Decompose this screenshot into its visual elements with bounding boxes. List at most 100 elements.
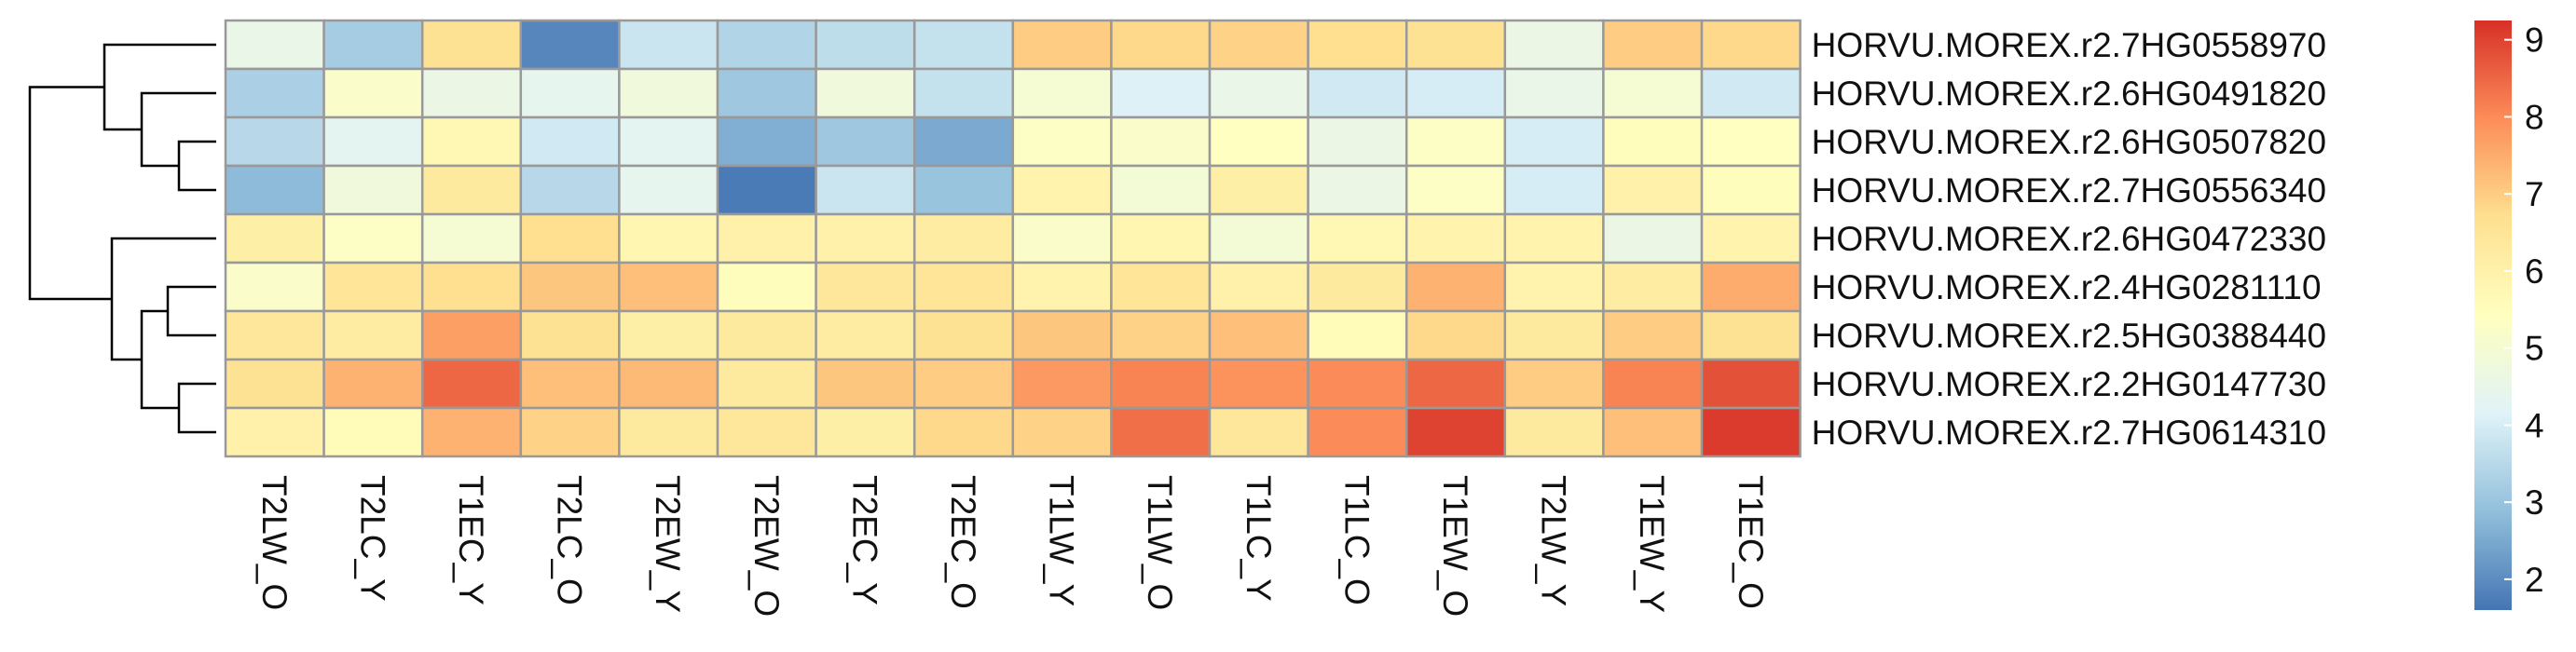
heatmap-cell bbox=[716, 309, 817, 361]
heatmap-cell bbox=[1011, 261, 1113, 313]
heatmap-cell bbox=[912, 115, 1015, 168]
column-label: T1LC_Y bbox=[1240, 475, 1278, 602]
heatmap-cell bbox=[1700, 115, 1802, 168]
heatmap-cell bbox=[618, 115, 719, 168]
heatmap-cell bbox=[420, 212, 523, 265]
heatmap-cell bbox=[322, 309, 424, 361]
column-label: T1EW_O bbox=[1436, 475, 1474, 617]
heatmap-cell bbox=[1503, 19, 1605, 71]
heatmap-cell bbox=[224, 19, 325, 71]
heatmap-cell bbox=[1503, 67, 1605, 119]
heatmap-cell bbox=[1602, 261, 1704, 313]
dendrogram-branch bbox=[177, 140, 216, 192]
dendrogram-branch bbox=[166, 285, 216, 337]
heatmap-cell bbox=[1110, 406, 1212, 458]
heatmap-cell bbox=[322, 212, 424, 265]
heatmap-cell bbox=[420, 309, 523, 361]
heatmap-cell bbox=[815, 115, 916, 168]
heatmap-cell bbox=[1602, 164, 1704, 216]
column-label: T2EC_Y bbox=[845, 475, 884, 605]
heatmap-cell bbox=[716, 115, 817, 168]
heatmap-cell bbox=[519, 115, 621, 168]
heatmap-cell bbox=[1700, 212, 1802, 265]
heatmap-cell bbox=[224, 212, 325, 265]
heatmap-cell bbox=[1307, 309, 1408, 361]
heatmap-cell bbox=[1503, 358, 1605, 410]
heatmap-cell bbox=[224, 164, 325, 216]
heatmap-cell bbox=[519, 358, 621, 410]
column-label: T1LW_O bbox=[1141, 475, 1179, 610]
dendrogram-branch bbox=[177, 382, 216, 434]
heatmap-cell bbox=[1503, 406, 1605, 458]
heatmap-cell bbox=[912, 406, 1015, 458]
heatmap-cell bbox=[1011, 67, 1113, 119]
heatmap-cell bbox=[1404, 358, 1507, 410]
heatmap-cell bbox=[1208, 406, 1309, 458]
column-label: T2EW_O bbox=[747, 475, 786, 617]
heatmap-cell bbox=[420, 67, 523, 119]
heatmap-cell bbox=[815, 212, 916, 265]
heatmap-cell bbox=[1110, 164, 1212, 216]
column-label: T2EC_O bbox=[944, 475, 982, 609]
heatmap-cell bbox=[1307, 212, 1408, 265]
dendrogram-branch bbox=[28, 86, 112, 301]
heatmap-cell bbox=[618, 406, 719, 458]
heatmap-cell bbox=[815, 164, 916, 216]
heatmap-cell bbox=[1011, 406, 1113, 458]
heatmap-cell bbox=[1602, 309, 1704, 361]
heatmap-cell bbox=[1208, 164, 1309, 216]
heatmap-cell bbox=[1700, 358, 1802, 410]
heatmap-cell bbox=[618, 309, 719, 361]
heatmap-cell bbox=[1307, 358, 1408, 410]
heatmap-cell bbox=[1208, 67, 1309, 119]
row-label: HORVU.MOREX.r2.2HG0147730 bbox=[1812, 365, 2327, 403]
heatmap-cell bbox=[618, 164, 719, 216]
heatmap-cell bbox=[1503, 164, 1605, 216]
column-label: T1EC_O bbox=[1732, 475, 1770, 609]
row-label: HORVU.MOREX.r2.7HG0558970 bbox=[1812, 26, 2327, 64]
heatmap-cell bbox=[912, 309, 1015, 361]
heatmap-cell bbox=[519, 309, 621, 361]
heatmap-cell bbox=[224, 406, 325, 458]
heatmap-cell bbox=[716, 406, 817, 458]
dendrogram-branch bbox=[103, 43, 216, 131]
heatmap-cell bbox=[815, 358, 916, 410]
heatmap-cell bbox=[815, 309, 916, 361]
legend-tick-label: 7 bbox=[2525, 175, 2544, 213]
heatmap-cell bbox=[1404, 67, 1507, 119]
heatmap-cell bbox=[815, 406, 916, 458]
heatmap-cell bbox=[1700, 309, 1802, 361]
heatmap-cell bbox=[1011, 358, 1113, 410]
heatmap-cell bbox=[1602, 115, 1704, 168]
column-label: T2LW_O bbox=[255, 475, 294, 610]
heatmap-cell bbox=[716, 19, 817, 71]
row-label: HORVU.MOREX.r2.7HG0614310 bbox=[1812, 414, 2327, 452]
row-label: HORVU.MOREX.r2.6HG0472330 bbox=[1812, 220, 2327, 258]
heatmap-cell bbox=[912, 261, 1015, 313]
heatmap-cell bbox=[224, 261, 325, 313]
heatmap-cell bbox=[1110, 212, 1212, 265]
heatmap-cell bbox=[519, 164, 621, 216]
heatmap-cell bbox=[322, 115, 424, 168]
heatmap-cells bbox=[224, 19, 1802, 458]
heatmap-cell bbox=[1404, 19, 1507, 71]
row-label: HORVU.MOREX.r2.4HG0281110 bbox=[1812, 268, 2322, 306]
heatmap-cell bbox=[716, 358, 817, 410]
heatmap-cell bbox=[1110, 309, 1212, 361]
heatmap-cell bbox=[1011, 19, 1113, 71]
heatmap-cell bbox=[1208, 261, 1309, 313]
heatmap-cell bbox=[815, 19, 916, 71]
heatmap-cell bbox=[224, 115, 325, 168]
heatmap-cell bbox=[716, 212, 817, 265]
heatmap-cell bbox=[1208, 115, 1309, 168]
column-label: T2LC_O bbox=[551, 475, 589, 605]
heatmap-cell bbox=[1503, 309, 1605, 361]
heatmap-cell bbox=[1404, 261, 1507, 313]
heatmap-cell bbox=[322, 164, 424, 216]
heatmap-cell bbox=[420, 164, 523, 216]
heatmap-cell bbox=[1110, 358, 1212, 410]
heatmap-cell bbox=[618, 261, 719, 313]
heatmap-cell bbox=[519, 67, 621, 119]
heatmap-cell bbox=[618, 19, 719, 71]
column-label: T1EC_Y bbox=[452, 475, 490, 605]
